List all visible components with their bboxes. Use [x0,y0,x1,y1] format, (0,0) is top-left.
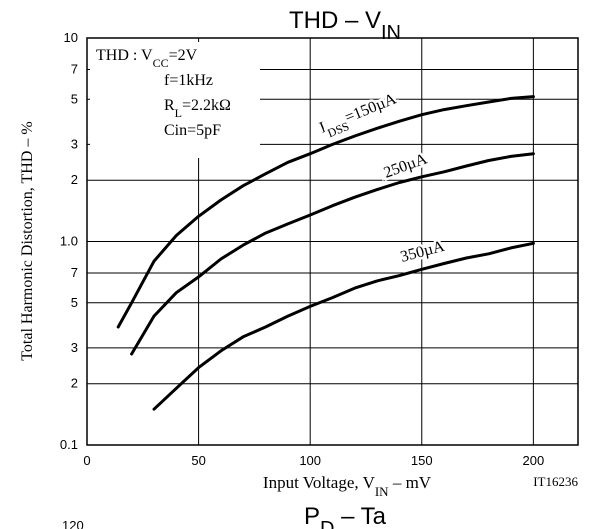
condition-line: THD : VCC=2V [96,47,198,70]
x-axis-label: Input Voltage, VIN – mV [263,473,432,499]
x-tick-label: 50 [191,453,205,468]
y-tick-label: 1.0 [60,234,78,249]
y-tick-label: 3 [71,136,78,151]
y-tick-label: 5 [71,295,78,310]
y-tick-label: 7 [71,265,78,280]
condition-line: f=1kHz [164,72,213,89]
y-tick-label: 3 [71,340,78,355]
y-axis-label: Total Harmonic Distortion, THD – % [19,121,36,360]
series-line [152,241,535,411]
axis-ticks: 0 50 100 150 200 0.1 2 3 5 7 1.0 2 3 5 7 10 [60,30,544,468]
y-tick-label: 7 [71,62,78,77]
x-tick-label: 0 [83,453,90,468]
x-tick-label: 100 [299,453,321,468]
y-tick-label: 10 [64,30,78,45]
y-tick-label: 2 [71,172,78,187]
next-chart-title: PD – Ta [304,503,387,529]
series-line [130,152,535,356]
figure-code: IT16236 [533,474,578,489]
x-tick-label: 200 [523,453,545,468]
condition-line: Cin=5pF [164,122,221,139]
chart-title: THD – VIN [289,7,401,44]
condition-line: RL=2.2kΩ [164,97,231,120]
y-tick-label: 2 [71,376,78,391]
y-tick-label: 5 [71,91,78,106]
next-chart-y-tick: 120 [62,518,84,529]
series-line [116,95,535,329]
y-tick-label: 0.1 [60,437,78,452]
conditions-box: THD : VCC=2V f=1kHz RL=2.2kΩ Cin=5pF [90,42,260,158]
conditions-box-bg [90,42,260,158]
x-tick-label: 150 [411,453,433,468]
